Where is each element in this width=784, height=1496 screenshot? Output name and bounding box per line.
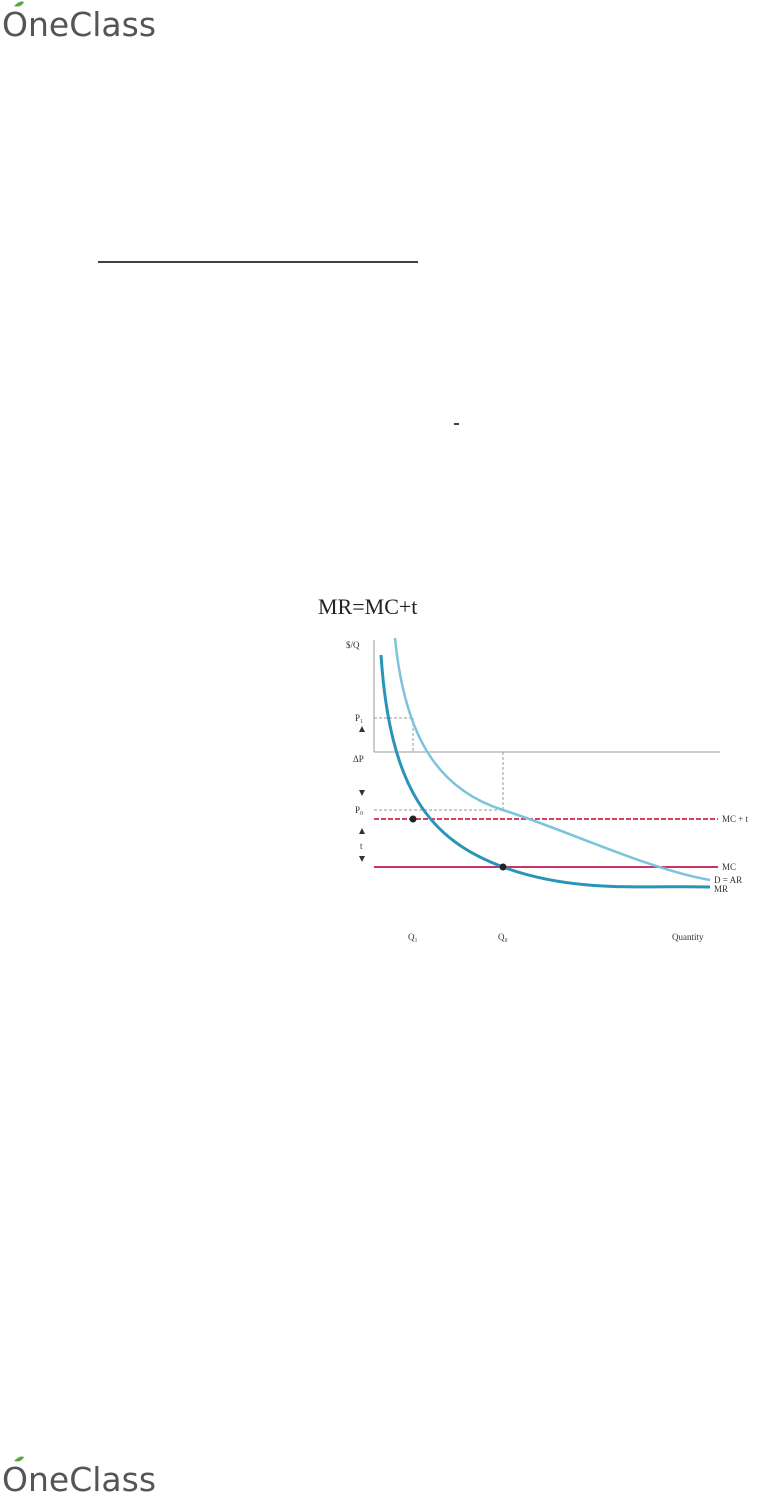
x-axis-label: Quantity	[672, 932, 704, 942]
demand-curve	[393, 637, 711, 882]
y-label: t	[360, 841, 363, 851]
figure-title: MR=MC+t	[318, 594, 417, 619]
x-label: Q₁	[408, 932, 418, 942]
y-label: P₀	[355, 805, 363, 815]
curve-label: MC + t	[722, 814, 749, 824]
curve-label: D = AR	[714, 875, 742, 885]
mr-curve	[379, 654, 711, 889]
logo-leaf	[14, 1456, 24, 1462]
y-label: ΔP	[353, 754, 364, 764]
curve-label: MR	[714, 884, 728, 894]
point	[499, 863, 507, 871]
y-label: P₁	[355, 713, 363, 723]
guides	[374, 717, 504, 811]
arrows	[359, 726, 365, 862]
point	[409, 815, 417, 823]
logo: OneClass	[2, 1460, 156, 1496]
logo: OneClass	[2, 5, 156, 44]
x-label: Q₀	[498, 932, 508, 942]
y-axis-label: $/Q	[346, 640, 360, 650]
curve-label: MC	[722, 862, 736, 872]
logo-leaf	[14, 1, 24, 7]
